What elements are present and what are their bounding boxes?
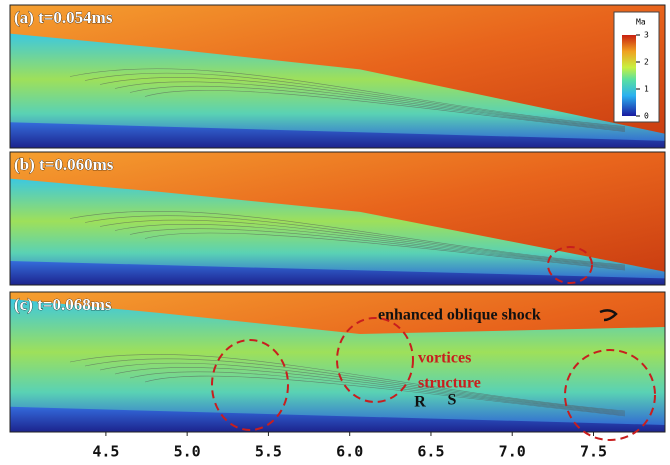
x-tick-label: 7.5 <box>580 443 607 461</box>
colorbar-tick-label: 2 <box>644 58 649 67</box>
annotation: vortices <box>418 350 471 367</box>
panel-label: (c) t=0.068ms <box>14 295 112 314</box>
x-tick-label: 5.5 <box>255 443 282 461</box>
colorbar-bg <box>614 12 659 122</box>
colorbar-tick-label: 0 <box>644 112 649 121</box>
annotation: enhanced oblique shock <box>378 307 541 324</box>
panel-label: (a) t=0.054ms <box>14 8 113 27</box>
annotation: S <box>448 392 457 409</box>
figure: (a) t=0.054ms (b) t=0.060ms (c) t=0.068ms e… <box>0 0 670 465</box>
x-tick-label: 6.5 <box>417 443 444 461</box>
colorbar <box>622 35 636 116</box>
annotation: R <box>414 394 426 411</box>
x-tick-label: 7.0 <box>499 443 526 461</box>
colorbar-tick-label: 3 <box>644 31 649 40</box>
x-tick-label: 4.5 <box>92 443 119 461</box>
colorbar-tick-label: 1 <box>644 85 649 94</box>
x-tick-label: 5.0 <box>174 443 201 461</box>
annotation: structure <box>418 375 481 392</box>
x-tick-label: 6.0 <box>336 443 363 461</box>
colorbar-title: Ma <box>636 18 646 27</box>
panel-label: (b) t=0.060ms <box>14 155 114 174</box>
